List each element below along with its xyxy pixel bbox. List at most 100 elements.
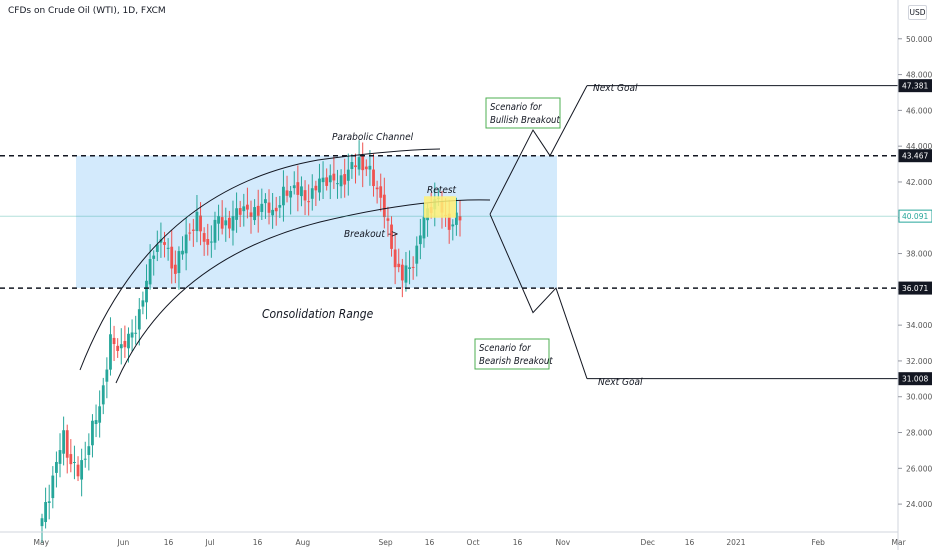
candle-body	[195, 211, 199, 232]
y-tick-label: 46.000	[906, 106, 932, 115]
candle-body	[390, 224, 393, 249]
y-tick-label: 34.000	[906, 321, 932, 330]
candle-body	[105, 369, 109, 382]
candle-body	[217, 216, 220, 224]
candle-body	[278, 205, 282, 208]
price-label: 31.008	[902, 375, 928, 384]
candle-body	[256, 205, 260, 216]
candle-body	[224, 220, 228, 226]
candle-body	[393, 249, 397, 268]
candle-body	[116, 345, 120, 351]
candle-body	[418, 235, 422, 245]
bear-goal-label: Next Goal	[598, 377, 643, 388]
candle-body	[260, 203, 264, 212]
candle-body	[91, 420, 94, 446]
candle-body	[199, 215, 202, 232]
price-label: 43.467	[902, 152, 928, 161]
price-label-box	[898, 209, 932, 223]
candle-body	[350, 162, 354, 169]
x-tick-label: 16	[513, 538, 523, 547]
candle-body	[408, 267, 411, 269]
candle-body	[101, 385, 105, 405]
candle-body	[155, 244, 159, 252]
candle-body	[411, 266, 415, 268]
candle-body	[307, 201, 311, 203]
x-tick-label: 16	[425, 538, 435, 547]
candle-body	[296, 182, 300, 195]
candle-body	[227, 217, 231, 229]
candle-body	[264, 199, 267, 204]
x-tick-label: Aug	[296, 538, 311, 547]
price-label: 36.071	[902, 284, 928, 293]
candle-body	[44, 501, 48, 522]
candle-body	[55, 461, 58, 473]
candle-body	[300, 186, 303, 197]
candle-body	[69, 454, 73, 465]
bear-scenario-box	[474, 338, 550, 370]
candle-body	[318, 178, 321, 193]
candle-body	[303, 190, 307, 201]
candle-body	[364, 166, 368, 170]
candle-body	[159, 239, 163, 243]
candle-body	[447, 213, 451, 230]
candle-body	[271, 209, 275, 216]
candle-body	[321, 177, 325, 183]
candle-body	[339, 175, 343, 187]
candle-body	[238, 208, 242, 215]
price-label: 40.091	[902, 212, 928, 221]
candle-body	[112, 337, 116, 345]
candle-body	[382, 194, 386, 218]
y-tick-label: 28.000	[906, 429, 932, 438]
candle-body	[184, 234, 188, 254]
candle-body	[289, 190, 293, 198]
candle-body	[213, 219, 217, 243]
candle-body	[137, 309, 141, 330]
candle-body	[47, 501, 51, 503]
y-tick-label: 38.000	[906, 250, 932, 259]
candle-body	[361, 154, 365, 171]
currency-button[interactable]: USD	[908, 5, 927, 20]
candle-body	[274, 207, 278, 212]
candle-body	[314, 185, 318, 191]
y-tick-label: 26.000	[906, 464, 932, 473]
candle-body	[209, 241, 213, 243]
candle-body	[40, 518, 44, 527]
consolidation-range	[76, 155, 557, 289]
bearish-path	[489, 213, 588, 379]
parabolic-channel-label: Parabolic Channel	[332, 132, 414, 143]
y-tick-label: 48.000	[906, 71, 932, 80]
candle-body	[231, 216, 235, 231]
retest-box	[424, 196, 456, 218]
price-axis: 24.000 26.000 28.000 30.000 32.000 34.000 36.0…	[897, 0, 932, 550]
candle-body	[285, 190, 289, 196]
bull-goal-label: Next Goal	[593, 83, 638, 94]
x-tick-label: Oct	[467, 538, 480, 547]
candle-body	[181, 250, 184, 255]
candle-body	[130, 332, 134, 338]
candle-body	[379, 186, 383, 198]
bullish-path	[489, 85, 588, 215]
candle-body	[386, 218, 390, 221]
candle-body	[346, 169, 350, 181]
candle-body	[141, 300, 145, 307]
candle-body	[235, 208, 238, 220]
candle-body	[343, 174, 347, 185]
y-tick-label: 24.000	[906, 500, 932, 509]
bull-scenario-line1: Scenario for	[490, 102, 542, 113]
candle-body	[188, 232, 192, 234]
candle-body	[148, 258, 152, 285]
candle-body	[206, 239, 210, 245]
candle-body	[267, 202, 271, 213]
candle-body	[310, 188, 314, 199]
price-label: 47.381	[902, 82, 928, 91]
candle-body	[354, 165, 357, 168]
candle-body	[220, 217, 224, 229]
candle-body	[87, 446, 91, 455]
y-tick-label: 30.000	[906, 393, 932, 402]
x-tick-label: Nov	[556, 538, 571, 547]
candle-body	[145, 280, 148, 303]
x-tick-label: 16	[164, 538, 174, 547]
consolidation-label: Consolidation Range	[262, 307, 374, 321]
candle-body	[119, 344, 123, 349]
